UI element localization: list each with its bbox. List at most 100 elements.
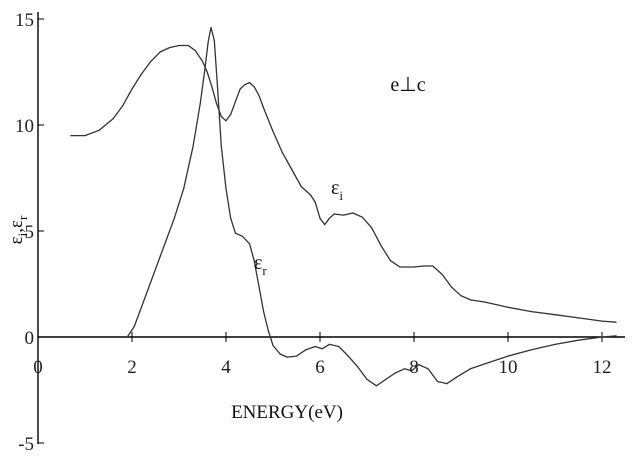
series-0-point — [615, 321, 617, 323]
series-1-point — [314, 345, 316, 348]
x-tick-label: 8 — [409, 357, 419, 378]
series-0-point — [460, 295, 462, 297]
series-1-point — [213, 39, 215, 41]
series-1-point — [328, 343, 330, 345]
series-1-point — [216, 86, 219, 88]
y-title-eps-i: ε — [6, 236, 27, 244]
series-0-point — [432, 265, 434, 267]
series-1-point — [375, 385, 377, 387]
series-1-point — [263, 311, 265, 313]
series-0-point — [272, 130, 274, 132]
series-0-point — [244, 84, 246, 86]
y-title-eps-r: ε — [6, 220, 27, 228]
y-tick-label: -5 — [18, 434, 34, 455]
series-0-point — [300, 185, 302, 188]
series-0-point — [310, 194, 312, 196]
series-1-point — [530, 349, 533, 351]
series-0-point — [169, 47, 171, 49]
series-0-point — [201, 60, 204, 63]
series-0-point — [291, 168, 293, 171]
series-0-point — [253, 86, 255, 88]
series-1-point — [601, 336, 603, 338]
series-1-point — [577, 339, 580, 341]
series-1-point — [173, 217, 175, 219]
epsilon-r-label: εr — [254, 252, 267, 278]
series-1-point — [258, 285, 260, 287]
series-1-point — [394, 372, 396, 374]
series-1-point — [210, 26, 212, 29]
series-1-point — [455, 376, 457, 378]
series-1-point — [192, 145, 194, 147]
series-0-point — [194, 50, 197, 52]
series-1-point — [338, 345, 340, 348]
epsilon-i-label-eps: ε — [331, 177, 339, 199]
series-1-point — [234, 232, 236, 234]
series-0-point — [225, 120, 227, 122]
epsilon-r-label-sub: r — [262, 263, 267, 278]
x-tick-label: 12 — [593, 357, 612, 378]
series-1-point — [183, 188, 185, 190]
series-0-point — [483, 301, 486, 303]
series-0-point — [239, 88, 241, 90]
series-0-point — [507, 306, 509, 308]
series-0-point — [380, 245, 382, 247]
x-tick-label: 6 — [315, 357, 325, 378]
series-1-point — [385, 378, 387, 380]
series-0-point — [389, 260, 392, 262]
y-axis-title: εi,εr — [6, 215, 30, 244]
series-0-point — [324, 224, 326, 226]
series-1-point — [286, 356, 288, 358]
series-0-point — [150, 60, 152, 63]
series-1-point — [411, 370, 413, 372]
series-0-point — [248, 82, 251, 84]
series-0-point — [258, 94, 260, 96]
series-1-point — [279, 353, 281, 355]
series-0-point — [211, 86, 213, 88]
series-0-point — [314, 201, 316, 203]
x-axis-ticks: 0 2 4 6 8 10 12 — [33, 332, 612, 378]
series-0-point — [178, 44, 180, 47]
series-1-point — [321, 348, 323, 350]
series-1-point — [295, 355, 298, 357]
y-axis-ticks: -5 0 5 10 15 — [15, 10, 44, 455]
y-tick-label: 5 — [25, 222, 35, 243]
series-1-point — [615, 335, 617, 337]
series-1-point — [357, 366, 359, 368]
series-1-point — [204, 69, 206, 71]
series-0-point — [601, 320, 603, 322]
series-0-point — [159, 51, 161, 53]
series-1-point — [248, 243, 251, 245]
series-0-point — [234, 101, 236, 103]
series-0-point — [206, 71, 208, 73]
series-0-point — [577, 317, 580, 319]
series-1-point — [507, 355, 509, 357]
series-0-point — [140, 73, 142, 75]
epsilon-i-curve — [70, 44, 617, 323]
series-1-point — [267, 330, 269, 332]
series-1-point — [436, 380, 439, 383]
series-1-point — [159, 255, 161, 257]
epsilon-i-label: εi — [331, 177, 343, 203]
series-1-point — [241, 235, 243, 237]
data-points — [70, 26, 617, 387]
series-0-point — [112, 118, 114, 120]
series-1-point — [347, 355, 349, 357]
series-1-point — [418, 364, 420, 366]
series-0-point — [333, 213, 335, 215]
series-1-point — [225, 188, 227, 190]
series-0-point — [352, 212, 354, 214]
series-0-point — [451, 286, 453, 288]
series-1-point — [446, 383, 448, 385]
series-1-point — [145, 294, 147, 296]
series-0-point — [187, 44, 189, 47]
series-0-point — [98, 129, 100, 131]
y-title-sub-r: r — [15, 215, 30, 220]
y-tick-label: 0 — [25, 328, 35, 349]
series-0-point — [70, 135, 72, 137]
series-0-point — [530, 311, 533, 313]
series-1-point — [199, 103, 201, 105]
series-0-point — [413, 266, 415, 268]
series-0-point — [230, 113, 232, 115]
series-0-point — [441, 273, 443, 276]
